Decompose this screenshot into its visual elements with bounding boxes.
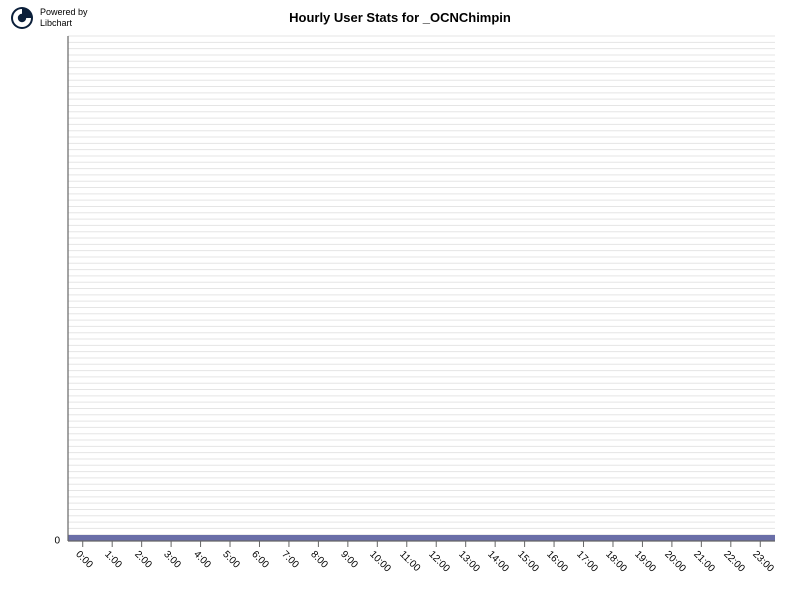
y-tick-label: 0 <box>0 536 60 547</box>
chart-title: Hourly User Stats for _OCNChimpin <box>0 10 800 25</box>
chart-plot-area <box>68 36 775 541</box>
baseline-band <box>68 535 775 541</box>
